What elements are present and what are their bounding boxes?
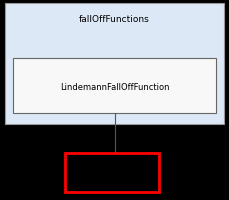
Text: LindemannFallOffFunction: LindemannFallOffFunction <box>60 83 169 91</box>
Bar <box>13 59 216 113</box>
Bar <box>65 153 159 192</box>
Text: fallOffFunctions: fallOffFunctions <box>79 15 150 23</box>
Bar <box>5 4 224 124</box>
